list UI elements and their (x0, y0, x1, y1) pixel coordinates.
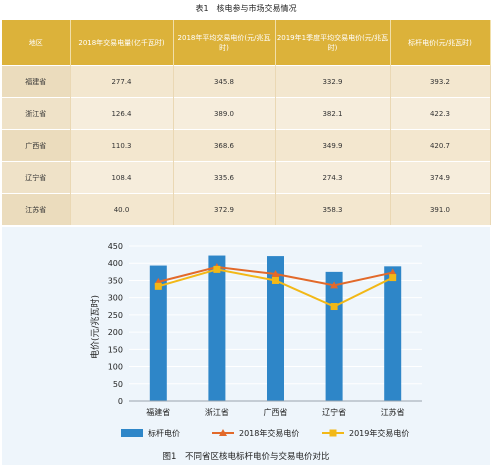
legend-label: 标杆电价 (148, 428, 180, 438)
table-cell: 浙江省 (2, 97, 71, 130)
table-cell: 349.9 (275, 129, 391, 162)
market-trading-table: 地区 2018年交易电量(亿千瓦时) 2018年平均交易电价(元/兆瓦时) 20… (2, 20, 491, 225)
table-row: 浙江省 126.4 389.0 382.1 422.3 (2, 97, 491, 130)
marker-2019 (272, 276, 279, 284)
table-cell: 391.0 (390, 193, 491, 225)
table-caption: 表1 核电参与市场交易情况 (195, 4, 297, 13)
x-tick-label: 辽宁省 (322, 407, 346, 417)
table-cell: 368.6 (173, 129, 276, 162)
marker-2018 (388, 268, 397, 276)
legend-marker (329, 429, 337, 437)
table-cell: 420.7 (390, 129, 491, 162)
x-tick-label: 浙江省 (205, 407, 229, 417)
table-cell: 福建省 (2, 65, 71, 98)
price-comparison-chart: 0 50 100 150 200 250 300 350 400 450 福建省 浙江省 广西省 辽宁省 江… (89, 242, 422, 462)
chart-panel: 0 50 100 150 200 250 300 350 400 450 福建省 浙江省 广西省 辽宁省 江… (2, 227, 490, 465)
table-row: 江苏省 40.0 372.9 358.3 391.0 (2, 193, 491, 225)
header-region: 地区 (2, 20, 71, 66)
legend-label: 2019年交易电价 (349, 428, 409, 438)
bar-benchmark-price (149, 265, 167, 401)
y-tick-label: 150 (108, 345, 123, 354)
bar-benchmark-price (208, 255, 226, 401)
table-cell: 345.8 (173, 65, 276, 98)
table-cell: 126.4 (70, 97, 174, 130)
table-cell: 372.9 (173, 193, 276, 225)
table-cell: 40.0 (70, 193, 174, 225)
y-tick-label: 350 (108, 276, 123, 285)
table-cell: 382.1 (275, 97, 391, 130)
table-cell: 277.4 (70, 65, 174, 98)
table-cell: 393.2 (390, 65, 491, 98)
y-axis-label: 电价(元/兆瓦时) (89, 295, 101, 359)
table-cell: 422.3 (390, 97, 491, 130)
table-cell: 332.9 (275, 65, 391, 98)
bar-benchmark-price (384, 266, 402, 401)
marker-2018 (271, 270, 280, 278)
y-tick-label: 400 (108, 259, 123, 268)
y-tick-label: 250 (108, 311, 123, 320)
y-tick-label: 300 (108, 294, 123, 303)
table-cell: 辽宁省 (2, 161, 71, 194)
bar-benchmark-price (325, 271, 343, 401)
legend-swatch-bar (121, 429, 143, 437)
bar-benchmark-price (267, 256, 284, 401)
legend-label: 2018年交易电价 (239, 428, 299, 438)
table-cell: 335.6 (173, 161, 276, 194)
legend-marker (219, 429, 227, 436)
header-volume: 2018年交易电量(亿千瓦时) (70, 20, 174, 66)
y-tick-label: 0 (118, 397, 123, 406)
table-cell: 110.3 (70, 129, 174, 162)
table-row: 福建省 277.4 345.8 332.9 393.2 (2, 65, 491, 98)
table-row: 广西省 110.3 368.6 349.9 420.7 (2, 129, 491, 162)
table-cell: 389.0 (173, 97, 276, 130)
y-tick-label: 100 (108, 363, 123, 372)
marker-2019 (154, 282, 162, 290)
y-tick-label: 200 (108, 328, 123, 337)
table-cell: 274.3 (275, 161, 391, 194)
table-cell: 108.4 (70, 161, 174, 194)
y-tick-label: 50 (113, 380, 123, 389)
table-row: 辽宁省 108.4 335.6 274.3 374.9 (2, 161, 491, 194)
marker-2018 (330, 281, 339, 289)
marker-2019 (389, 274, 397, 282)
header-benchmark-price: 标杆电价(元/兆瓦时) (390, 20, 491, 66)
x-tick-label: 福建省 (146, 407, 170, 417)
table-cell: 358.3 (275, 193, 391, 225)
table-header-row: 地区 2018年交易电量(亿千瓦时) 2018年平均交易电价(元/兆瓦时) 20… (2, 20, 491, 66)
x-tick-label: 江苏省 (381, 407, 405, 417)
header-price-2018: 2018年平均交易电价(元/兆瓦时) (173, 20, 276, 66)
y-tick-label: 450 (108, 242, 123, 251)
header-price-2019q1: 2019年1季度平均交易电价(元/兆瓦时) (275, 20, 391, 66)
table-cell: 江苏省 (2, 193, 71, 225)
table-cell: 广西省 (2, 129, 71, 162)
marker-2019 (330, 303, 338, 311)
x-tick-label: 广西省 (264, 407, 288, 417)
chart-title: 图1 不同省区核电标杆电价与交易电价对比 (163, 451, 330, 462)
marker-2019 (213, 265, 221, 273)
table-cell: 374.9 (390, 161, 491, 194)
